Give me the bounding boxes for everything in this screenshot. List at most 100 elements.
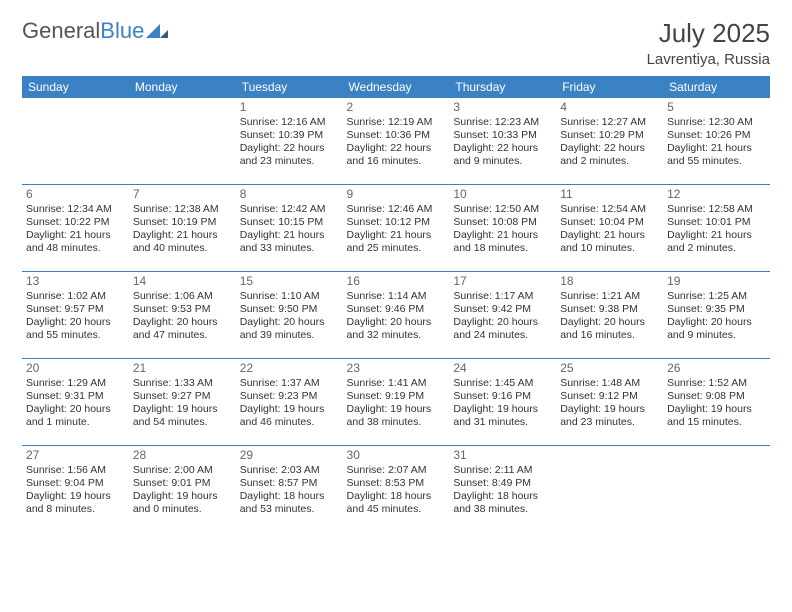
sunrise-line: Sunrise: 2:03 AM xyxy=(240,464,339,477)
daylight-line: Daylight: 20 hours and 39 minutes. xyxy=(240,316,339,342)
calendar-cell: 2Sunrise: 12:19 AMSunset: 10:36 PMDaylig… xyxy=(343,98,450,185)
day-number: 18 xyxy=(560,274,659,289)
calendar-cell: 21Sunrise: 1:33 AMSunset: 9:27 PMDayligh… xyxy=(129,359,236,446)
calendar-cell: 16Sunrise: 1:14 AMSunset: 9:46 PMDayligh… xyxy=(343,272,450,359)
calendar-cell: 20Sunrise: 1:29 AMSunset: 9:31 PMDayligh… xyxy=(22,359,129,446)
daylight-line: Daylight: 22 hours and 16 minutes. xyxy=(347,142,446,168)
daylight-line: Daylight: 21 hours and 18 minutes. xyxy=(453,229,552,255)
sunset-line: Sunset: 10:33 PM xyxy=(453,129,552,142)
calendar-cell: 11Sunrise: 12:54 AMSunset: 10:04 PMDayli… xyxy=(556,185,663,272)
day-header: Friday xyxy=(556,76,663,98)
calendar-cell: 29Sunrise: 2:03 AMSunset: 8:57 PMDayligh… xyxy=(236,446,343,533)
day-number: 15 xyxy=(240,274,339,289)
calendar-row: 20Sunrise: 1:29 AMSunset: 9:31 PMDayligh… xyxy=(22,359,770,446)
day-header-row: Sunday Monday Tuesday Wednesday Thursday… xyxy=(22,76,770,98)
day-number: 25 xyxy=(560,361,659,376)
daylight-line: Daylight: 21 hours and 2 minutes. xyxy=(667,229,766,255)
sunset-line: Sunset: 10:12 PM xyxy=(347,216,446,229)
calendar-table: Sunday Monday Tuesday Wednesday Thursday… xyxy=(22,76,770,532)
sunset-line: Sunset: 9:53 PM xyxy=(133,303,232,316)
day-header: Monday xyxy=(129,76,236,98)
calendar-cell: 14Sunrise: 1:06 AMSunset: 9:53 PMDayligh… xyxy=(129,272,236,359)
day-number: 2 xyxy=(347,100,446,115)
calendar-cell: 13Sunrise: 1:02 AMSunset: 9:57 PMDayligh… xyxy=(22,272,129,359)
calendar-row: 13Sunrise: 1:02 AMSunset: 9:57 PMDayligh… xyxy=(22,272,770,359)
sunrise-line: Sunrise: 1:17 AM xyxy=(453,290,552,303)
day-number: 20 xyxy=(26,361,125,376)
day-number: 11 xyxy=(560,187,659,202)
day-number: 27 xyxy=(26,448,125,463)
sunset-line: Sunset: 9:46 PM xyxy=(347,303,446,316)
daylight-line: Daylight: 20 hours and 16 minutes. xyxy=(560,316,659,342)
day-number: 21 xyxy=(133,361,232,376)
daylight-line: Daylight: 19 hours and 31 minutes. xyxy=(453,403,552,429)
calendar-row: 1Sunrise: 12:16 AMSunset: 10:39 PMDaylig… xyxy=(22,98,770,185)
day-number: 4 xyxy=(560,100,659,115)
sunset-line: Sunset: 9:08 PM xyxy=(667,390,766,403)
sunset-line: Sunset: 10:08 PM xyxy=(453,216,552,229)
sunset-line: Sunset: 10:29 PM xyxy=(560,129,659,142)
sunset-line: Sunset: 10:26 PM xyxy=(667,129,766,142)
calendar-cell: 6Sunrise: 12:34 AMSunset: 10:22 PMDaylig… xyxy=(22,185,129,272)
sunrise-line: Sunrise: 12:30 AM xyxy=(667,116,766,129)
sunrise-line: Sunrise: 1:29 AM xyxy=(26,377,125,390)
sunset-line: Sunset: 9:04 PM xyxy=(26,477,125,490)
sunrise-line: Sunrise: 2:07 AM xyxy=(347,464,446,477)
brand-part1: General xyxy=(22,18,100,44)
sunset-line: Sunset: 9:31 PM xyxy=(26,390,125,403)
calendar-row: 27Sunrise: 1:56 AMSunset: 9:04 PMDayligh… xyxy=(22,446,770,533)
daylight-line: Daylight: 19 hours and 38 minutes. xyxy=(347,403,446,429)
calendar-cell xyxy=(129,98,236,185)
calendar-cell: 1Sunrise: 12:16 AMSunset: 10:39 PMDaylig… xyxy=(236,98,343,185)
day-number: 19 xyxy=(667,274,766,289)
sunrise-line: Sunrise: 12:34 AM xyxy=(26,203,125,216)
sunrise-line: Sunrise: 1:37 AM xyxy=(240,377,339,390)
daylight-line: Daylight: 21 hours and 10 minutes. xyxy=(560,229,659,255)
sunrise-line: Sunrise: 1:33 AM xyxy=(133,377,232,390)
sunrise-line: Sunrise: 12:58 AM xyxy=(667,203,766,216)
brand-logo: GeneralBlue xyxy=(22,18,168,44)
sunrise-line: Sunrise: 12:16 AM xyxy=(240,116,339,129)
daylight-line: Daylight: 21 hours and 48 minutes. xyxy=(26,229,125,255)
sunset-line: Sunset: 9:16 PM xyxy=(453,390,552,403)
daylight-line: Daylight: 21 hours and 40 minutes. xyxy=(133,229,232,255)
daylight-line: Daylight: 20 hours and 1 minute. xyxy=(26,403,125,429)
sunrise-line: Sunrise: 12:38 AM xyxy=(133,203,232,216)
day-number: 29 xyxy=(240,448,339,463)
sunrise-line: Sunrise: 2:11 AM xyxy=(453,464,552,477)
calendar-cell: 5Sunrise: 12:30 AMSunset: 10:26 PMDaylig… xyxy=(663,98,770,185)
daylight-line: Daylight: 20 hours and 55 minutes. xyxy=(26,316,125,342)
sunset-line: Sunset: 10:19 PM xyxy=(133,216,232,229)
daylight-line: Daylight: 19 hours and 23 minutes. xyxy=(560,403,659,429)
header: GeneralBlue July 2025 Lavrentiya, Russia xyxy=(22,18,770,68)
daylight-line: Daylight: 19 hours and 46 minutes. xyxy=(240,403,339,429)
daylight-line: Daylight: 21 hours and 55 minutes. xyxy=(667,142,766,168)
sunrise-line: Sunrise: 1:45 AM xyxy=(453,377,552,390)
sunrise-line: Sunrise: 1:21 AM xyxy=(560,290,659,303)
daylight-line: Daylight: 18 hours and 38 minutes. xyxy=(453,490,552,516)
day-header: Thursday xyxy=(449,76,556,98)
day-number: 13 xyxy=(26,274,125,289)
day-number: 5 xyxy=(667,100,766,115)
sunset-line: Sunset: 8:57 PM xyxy=(240,477,339,490)
calendar-cell: 9Sunrise: 12:46 AMSunset: 10:12 PMDaylig… xyxy=(343,185,450,272)
sunset-line: Sunset: 9:12 PM xyxy=(560,390,659,403)
day-number: 17 xyxy=(453,274,552,289)
calendar-row: 6Sunrise: 12:34 AMSunset: 10:22 PMDaylig… xyxy=(22,185,770,272)
sunset-line: Sunset: 9:19 PM xyxy=(347,390,446,403)
sunset-line: Sunset: 9:01 PM xyxy=(133,477,232,490)
day-number: 28 xyxy=(133,448,232,463)
daylight-line: Daylight: 20 hours and 9 minutes. xyxy=(667,316,766,342)
calendar-cell: 10Sunrise: 12:50 AMSunset: 10:08 PMDayli… xyxy=(449,185,556,272)
daylight-line: Daylight: 18 hours and 45 minutes. xyxy=(347,490,446,516)
calendar-cell: 23Sunrise: 1:41 AMSunset: 9:19 PMDayligh… xyxy=(343,359,450,446)
daylight-line: Daylight: 19 hours and 0 minutes. xyxy=(133,490,232,516)
calendar-cell: 26Sunrise: 1:52 AMSunset: 9:08 PMDayligh… xyxy=(663,359,770,446)
day-header: Wednesday xyxy=(343,76,450,98)
sunset-line: Sunset: 9:50 PM xyxy=(240,303,339,316)
sunrise-line: Sunrise: 1:41 AM xyxy=(347,377,446,390)
day-number: 1 xyxy=(240,100,339,115)
sunrise-line: Sunrise: 12:19 AM xyxy=(347,116,446,129)
sunset-line: Sunset: 8:49 PM xyxy=(453,477,552,490)
sunrise-line: Sunrise: 1:52 AM xyxy=(667,377,766,390)
